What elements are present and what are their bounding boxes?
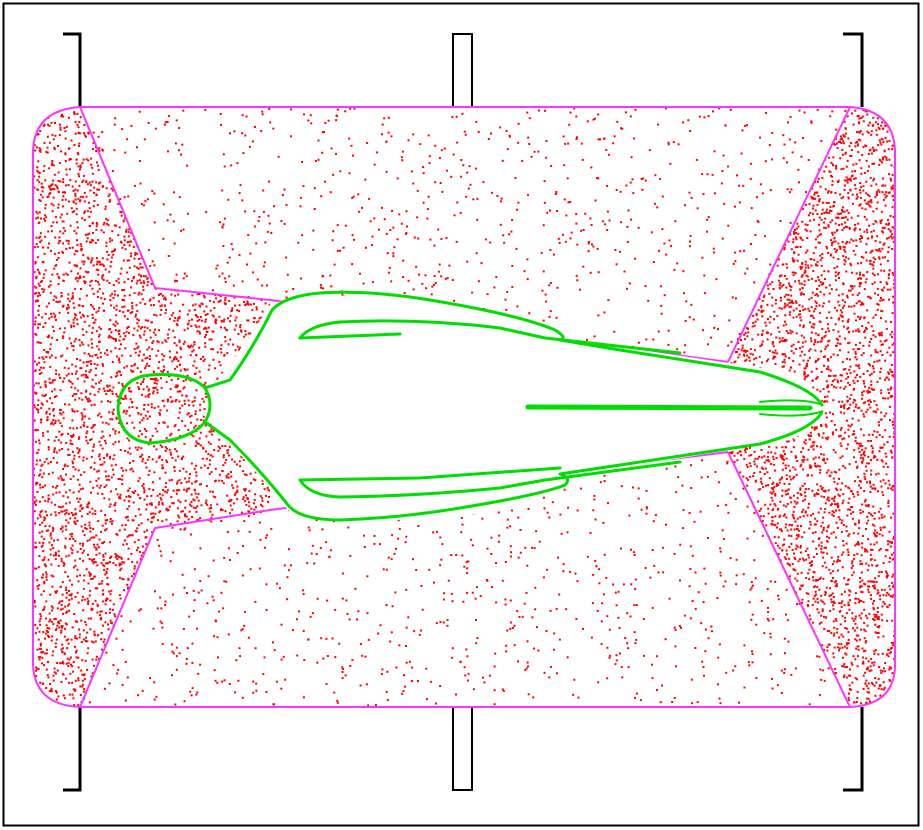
upper-fin-inner bbox=[298, 332, 402, 340]
bracket-top-right bbox=[843, 32, 864, 107]
lower-body-contour bbox=[203, 410, 824, 522]
bracket-bottom-left bbox=[63, 707, 82, 792]
upper-fin-contour bbox=[298, 319, 682, 355]
body-interior bbox=[208, 296, 823, 520]
bracket-top-left bbox=[63, 32, 82, 107]
slot-top bbox=[452, 33, 473, 108]
spine-tail-lower bbox=[759, 411, 821, 417]
right-lower-fan-line bbox=[727, 451, 851, 708]
left-lower-fan-line bbox=[79, 509, 271, 708]
green-contour bbox=[116, 290, 824, 522]
lower-fin-contour bbox=[298, 460, 682, 499]
spine-contour bbox=[525, 404, 813, 411]
head-contour bbox=[116, 373, 212, 445]
slot-bottom bbox=[452, 706, 473, 791]
lower-fin-inner bbox=[298, 466, 562, 482]
spine-tail-upper bbox=[759, 399, 821, 405]
left-upper-fan-line bbox=[79, 106, 271, 301]
right-upper-fan-line bbox=[727, 106, 851, 363]
upper-body-contour bbox=[203, 290, 824, 407]
bracket-bottom-right bbox=[843, 707, 864, 792]
